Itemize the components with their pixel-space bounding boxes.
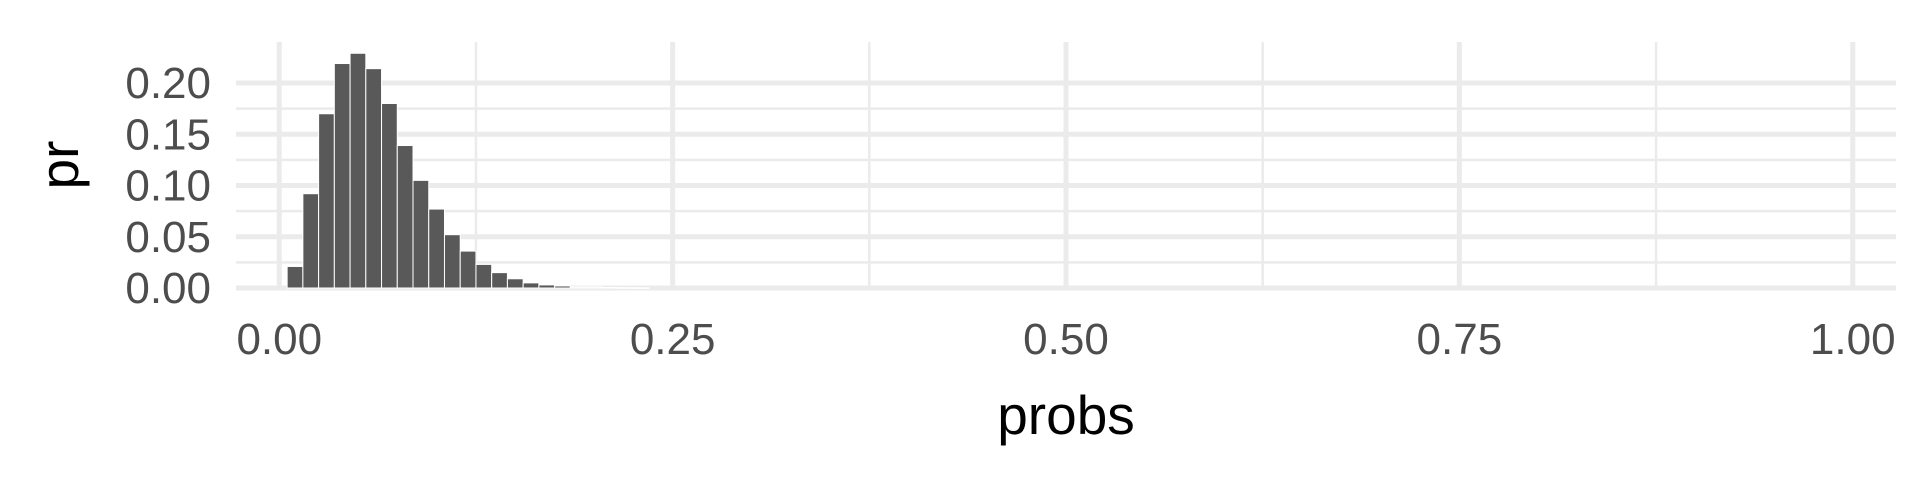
bar (538, 284, 556, 289)
y-axis-title: pr (28, 141, 90, 190)
bar (428, 208, 445, 289)
bar (286, 265, 304, 289)
bar (396, 145, 414, 289)
bar (365, 68, 383, 289)
x-axis-title: probs (997, 384, 1135, 446)
y-tick-label: 0.00 (125, 264, 211, 313)
bar (522, 282, 540, 289)
bar (554, 285, 571, 289)
bar (569, 286, 587, 289)
bar (601, 286, 619, 289)
bar (302, 193, 320, 289)
bar (381, 103, 398, 289)
bar (349, 52, 367, 289)
bar (459, 250, 477, 289)
bar (318, 113, 335, 289)
x-tick-label: 1.00 (1810, 315, 1896, 364)
y-tick-label: 0.05 (125, 213, 211, 262)
y-tick-label: 0.15 (125, 110, 211, 159)
bar (443, 234, 461, 289)
bar (475, 263, 493, 289)
x-tick-label: 0.50 (1023, 315, 1109, 364)
bars (286, 52, 650, 289)
y-tick-label: 0.20 (125, 59, 211, 108)
x-tick-label: 0.25 (630, 315, 716, 364)
bar (333, 63, 351, 289)
bar (632, 287, 650, 289)
bar (506, 278, 524, 289)
bar (412, 179, 430, 289)
bar (617, 287, 634, 289)
bar (491, 272, 508, 289)
x-tick-label: 0.00 (236, 315, 322, 364)
major-gridlines (236, 42, 1896, 291)
x-tick-label: 0.75 (1417, 315, 1503, 364)
y-tick-label: 0.10 (125, 162, 211, 211)
x-axis-tick-labels: 0.00 0.25 0.50 0.75 1.00 (236, 315, 1895, 364)
y-axis-tick-labels: 0.000.050.100.150.20 (125, 59, 211, 313)
bar (585, 286, 603, 289)
